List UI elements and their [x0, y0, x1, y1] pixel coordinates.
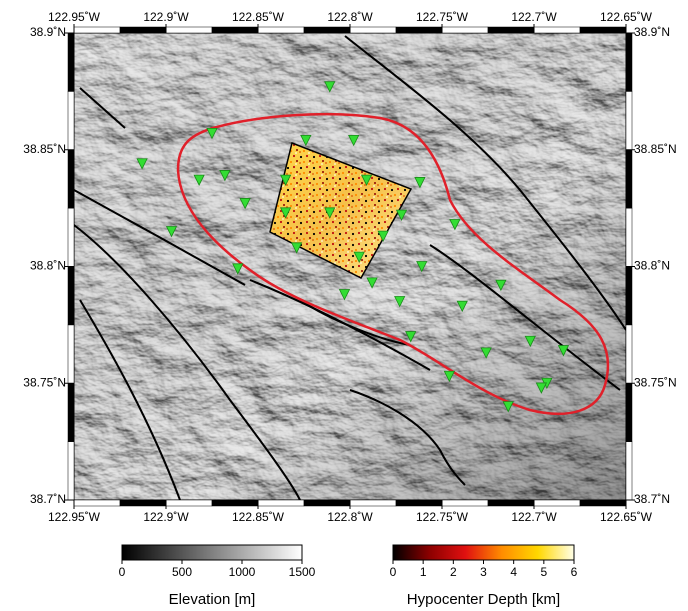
y-tick-label: 38.75˚N: [23, 375, 66, 389]
frame-segment: [304, 500, 350, 506]
frame-segment: [166, 500, 212, 506]
frame-segment: [350, 500, 396, 506]
x-tick-label: 122.85˚W: [232, 10, 285, 24]
frame-segment: [68, 267, 74, 325]
frame-segment: [534, 500, 580, 506]
y-tick-label: 38.8˚N: [30, 259, 66, 273]
colorbar-tick-label: 2: [450, 565, 457, 579]
frame-segment: [74, 500, 120, 506]
frame-segment: [626, 208, 632, 266]
x-tick-label: 122.7˚W: [511, 510, 557, 524]
colorbar-title: Hypocenter Depth [km]: [407, 591, 560, 608]
y-tick-label: 38.8˚N: [634, 259, 670, 273]
frame-segment: [350, 27, 396, 33]
frame-segment: [74, 27, 120, 33]
x-tick-label: 122.75˚W: [416, 10, 469, 24]
frame-segment: [626, 325, 632, 383]
frame-segment: [304, 27, 350, 33]
frame-segment: [68, 325, 74, 383]
relief: [74, 33, 626, 500]
frame-segment: [68, 91, 74, 149]
x-tick-label: 122.7˚W: [511, 10, 557, 24]
y-tick-label: 38.9˚N: [634, 25, 670, 39]
x-tick-label: 122.8˚W: [327, 510, 373, 524]
frame-segment: [258, 27, 304, 33]
colorbar-tick-label: 5: [540, 565, 547, 579]
colorbar-tick-label: 1500: [289, 565, 316, 579]
frame-segment: [626, 150, 632, 208]
x-tick-label: 122.65˚W: [600, 10, 653, 24]
frame-segment: [488, 27, 534, 33]
colorbars: 0 500 1000 1500 Elevation [m] 0 1 2 3 4 5 6 Hypocent…: [119, 545, 578, 608]
y-tick-label: 38.9˚N: [30, 25, 66, 39]
frame-segment: [396, 500, 442, 506]
x-tick-label: 122.8˚W: [327, 10, 373, 24]
frame-segment: [68, 150, 74, 208]
frame-segment: [580, 27, 626, 33]
colorbar-tick-label: 1: [420, 565, 427, 579]
frame-segment: [212, 27, 258, 33]
frame-segment: [120, 27, 166, 33]
frame-segment: [626, 442, 632, 500]
colorbar-title: Elevation [m]: [169, 591, 256, 608]
frame-segment: [626, 91, 632, 149]
frame-segment: [626, 383, 632, 441]
colorbar: [122, 545, 302, 560]
frame-segment: [258, 500, 304, 506]
frame-segment: [580, 500, 626, 506]
colorbar-tick-label: 6: [571, 565, 578, 579]
frame-segment: [396, 27, 442, 33]
x-tick-label: 122.65˚W: [600, 510, 653, 524]
frame-segment: [626, 33, 632, 91]
y-tick-label: 38.7˚N: [634, 492, 670, 506]
frame-segment: [120, 500, 166, 506]
colorbar: [393, 545, 574, 560]
frame-segment: [626, 267, 632, 325]
colorbar-tick-label: 500: [172, 565, 192, 579]
colorbar-tick-label: 0: [119, 565, 126, 579]
x-tick-label: 122.75˚W: [416, 510, 469, 524]
frame-segment: [442, 500, 488, 506]
frame-segment: [166, 27, 212, 33]
x-tick-label: 122.95˚W: [48, 510, 101, 524]
map-figure: 122.95˚W122.95˚W122.9˚W122.9˚W122.85˚W12…: [0, 0, 688, 611]
frame-segment: [442, 27, 488, 33]
y-tick-label: 38.75˚N: [634, 375, 677, 389]
frame-segment: [534, 27, 580, 33]
x-tick-label: 122.95˚W: [48, 10, 101, 24]
x-tick-label: 122.9˚W: [143, 10, 189, 24]
y-tick-label: 38.85˚N: [23, 142, 66, 156]
colorbar-tick-label: 0: [390, 565, 397, 579]
colorbar-tick-label: 4: [510, 565, 517, 579]
frame-segment: [212, 500, 258, 506]
frame-segment: [68, 33, 74, 91]
x-tick-label: 122.85˚W: [232, 510, 285, 524]
x-tick-label: 122.9˚W: [143, 510, 189, 524]
y-tick-label: 38.7˚N: [30, 492, 66, 506]
colorbar-tick-label: 1000: [229, 565, 256, 579]
frame-segment: [488, 500, 534, 506]
colorbar-tick-label: 3: [480, 565, 487, 579]
frame-segment: [68, 383, 74, 441]
frame-segment: [68, 442, 74, 500]
y-tick-label: 38.85˚N: [634, 142, 677, 156]
frame-segment: [68, 208, 74, 266]
